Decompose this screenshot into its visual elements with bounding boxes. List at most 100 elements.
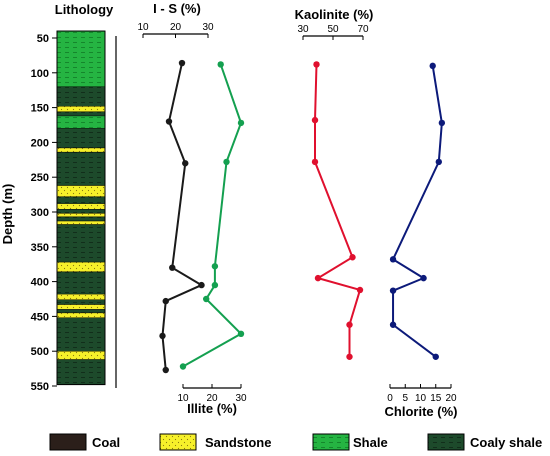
lithology-unit-sandstone — [56, 312, 106, 318]
lithology-unit-coaly-shale — [56, 216, 106, 222]
data-point — [356, 286, 364, 294]
data-point — [162, 297, 169, 305]
data-point — [203, 295, 210, 303]
lithology-unit-coaly-shale — [56, 86, 106, 107]
data-point — [179, 363, 187, 370]
series-axis-tick-label: 10 — [415, 393, 427, 404]
series-axis-tick-label: 30 — [202, 22, 214, 33]
kaolinite-axis-label: Kaolinite (%) — [295, 7, 374, 22]
lithology-unit-shale — [56, 30, 106, 87]
is-axis-label: I - S (%) — [153, 1, 201, 16]
data-point — [211, 263, 219, 270]
data-point — [389, 287, 397, 294]
lithology-unit-coaly-shale — [56, 128, 106, 149]
series-axis-tick-label: 30 — [235, 393, 247, 404]
lithology-unit-coaly-shale — [56, 299, 106, 305]
illite-axis-label: Illite (%) — [187, 401, 237, 416]
depth-tick-label: 500 — [31, 346, 49, 358]
series-line — [182, 64, 243, 368]
lithology-unit-coaly-shale — [56, 111, 106, 117]
data-point — [435, 158, 442, 166]
series-line — [391, 65, 443, 358]
data-point — [432, 353, 439, 360]
depth-tick-label: 50 — [37, 33, 49, 45]
legend-swatch-shale — [312, 433, 350, 451]
lithology-title: Lithology — [55, 2, 114, 17]
depth-tick-label: 250 — [31, 172, 49, 184]
data-point — [237, 330, 245, 337]
lithology-unit-coaly-shale — [56, 151, 106, 186]
legend-label: Shale — [353, 435, 388, 450]
series-axis-tick-label: 15 — [430, 393, 442, 404]
series-axis-tick-label: 5 — [402, 393, 408, 404]
lithology-unit-sandstone — [56, 185, 106, 197]
data-point — [237, 119, 245, 127]
series-lines — [159, 59, 446, 374]
series-axis-tick-label: 0 — [387, 393, 393, 404]
depth-tick-label: 200 — [31, 137, 49, 149]
series-axis-tick-label: 20 — [445, 393, 457, 404]
series-axis-tick-label: 20 — [206, 393, 218, 404]
depth-tick-label: 150 — [31, 103, 49, 115]
chlorite-axis-label: Chlorite (%) — [385, 404, 458, 419]
lithology-unit-coaly-shale — [56, 309, 106, 314]
data-point — [346, 353, 353, 360]
lithology-frame — [56, 30, 106, 386]
depth-tick-label: 400 — [31, 277, 49, 289]
lithology-unit-coaly-shale — [56, 224, 106, 263]
data-point — [389, 256, 397, 263]
data-point — [311, 158, 319, 166]
data-point — [162, 366, 169, 374]
data-point — [169, 264, 176, 271]
lithology-unit-sandstone — [56, 293, 106, 300]
lithology-unit-sandstone — [56, 304, 106, 310]
data-point — [223, 158, 230, 166]
depth-axis-label: Depth (m) — [0, 184, 15, 245]
series-line — [314, 64, 362, 357]
data-point — [429, 62, 436, 70]
legend: Coal Sandstone Shale Coaly shale — [49, 433, 542, 451]
legend-label: Sandstone — [205, 435, 271, 450]
legend-swatch-coaly-shale — [427, 433, 465, 451]
data-point — [346, 321, 353, 328]
legend-label: Coaly shale — [470, 435, 542, 450]
lithology-unit-sandstone — [56, 213, 106, 218]
depth-tick-label: 300 — [31, 207, 49, 219]
legend-label: Coal — [92, 435, 120, 450]
lithology-column — [56, 30, 106, 386]
data-point — [217, 61, 224, 68]
data-point — [349, 254, 356, 261]
data-point — [211, 281, 219, 289]
data-point — [311, 116, 319, 124]
data-point — [159, 332, 166, 340]
data-point — [182, 160, 189, 167]
lithology-unit-sandstone — [56, 147, 106, 153]
depth-axis-ticks: 50 100 150 200 250 300 350 400 450 500 550 — [31, 33, 57, 393]
lithology-unit-sandstone — [56, 220, 106, 225]
lithology-unit-coaly-shale — [56, 209, 106, 214]
series-axis-tick-label: 70 — [357, 24, 369, 35]
data-point — [198, 281, 205, 289]
lithology-unit-shale — [56, 115, 106, 129]
depth-tick-label: 350 — [31, 242, 49, 254]
lithology-unit-coaly-shale — [56, 317, 106, 352]
data-point — [178, 59, 186, 67]
lithology-unit-sandstone — [56, 106, 106, 112]
lithology-unit-sandstone — [56, 203, 106, 210]
data-point — [313, 61, 320, 68]
lithology-unit-sandstone — [56, 351, 106, 360]
lithology-unit-coaly-shale — [56, 196, 106, 204]
legend-swatch-sandstone — [159, 433, 197, 451]
series-line — [161, 62, 204, 371]
series-axis-tick-label: 50 — [327, 24, 339, 35]
data-point — [314, 274, 322, 282]
data-point — [389, 321, 397, 328]
depth-tick-label: 550 — [31, 381, 49, 393]
depth-tick-label: 100 — [31, 68, 49, 80]
series-axis-tick-label: 20 — [170, 22, 182, 33]
data-point — [165, 118, 173, 125]
legend-swatch-coal — [49, 433, 87, 451]
series-axis-tick-label: 10 — [177, 393, 189, 404]
